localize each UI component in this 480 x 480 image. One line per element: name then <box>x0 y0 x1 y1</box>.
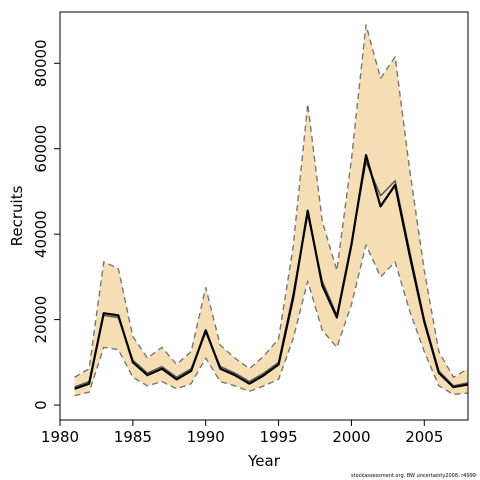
y-tick-label: 80000 <box>32 39 50 87</box>
y-tick-label: 0 <box>32 400 50 410</box>
confidence-band <box>74 24 469 396</box>
x-tick-label: 1990 <box>187 428 225 446</box>
caption-note: stockassessment.org, BW uncertainty2008,… <box>351 473 476 479</box>
y-tick-label: 40000 <box>32 210 50 258</box>
estimate-line <box>74 154 469 390</box>
lower-bound-line <box>74 244 469 397</box>
plot-frame <box>59 11 469 421</box>
y-axis: 0 20000 40000 60000 80000 <box>32 39 60 410</box>
x-tick-label: 2000 <box>332 428 370 446</box>
x-axis-title: Year <box>247 452 281 470</box>
x-tick-label: 2005 <box>405 428 443 446</box>
y-tick-label: 20000 <box>32 296 50 344</box>
upper-bound-line <box>74 24 469 378</box>
x-tick-label: 1985 <box>114 428 152 446</box>
y-tick-label: 60000 <box>32 125 50 173</box>
y-axis-title: Recruits <box>8 185 26 246</box>
series-lines-layer <box>74 24 469 397</box>
x-tick-label: 1980 <box>41 428 79 446</box>
confidence-band-layer <box>74 24 469 396</box>
x-tick-label: 1995 <box>259 428 297 446</box>
x-axis: 1980 1985 1990 1995 2000 2005 <box>41 420 443 446</box>
